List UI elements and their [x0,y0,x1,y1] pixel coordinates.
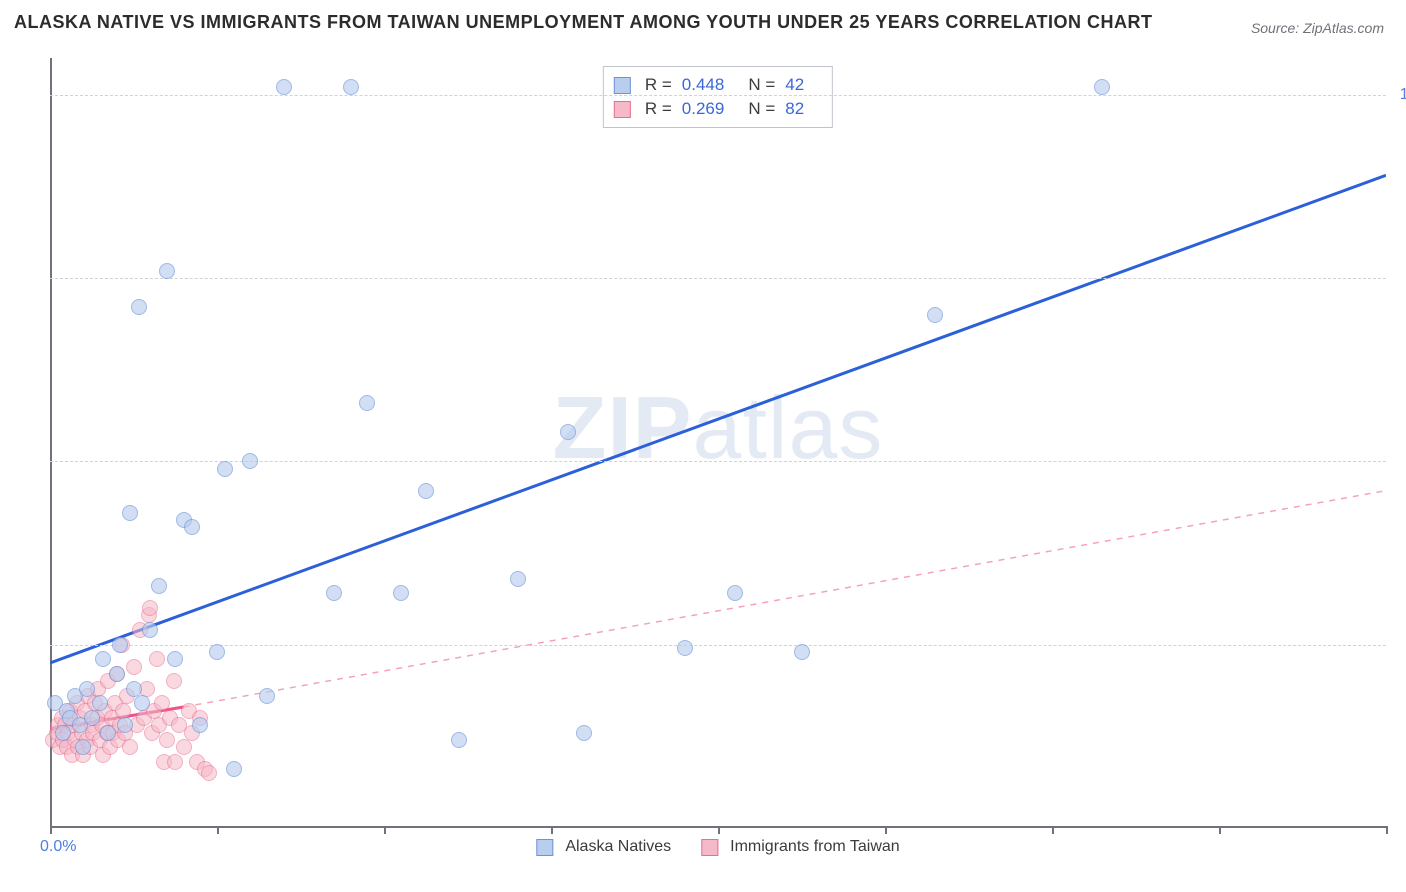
scatter-point [393,585,409,601]
scatter-point [84,710,100,726]
scatter-point [576,725,592,741]
scatter-point [217,461,233,477]
scatter-point [326,585,342,601]
x-tick [718,826,720,834]
scatter-point [122,505,138,521]
trend-line-taiwan-dash [184,491,1386,707]
legend-stats-row-a: R = 0.448 N = 42 [614,73,818,97]
bottom-legend: Alaska Natives Immigrants from Taiwan [536,838,899,856]
x-tick [384,826,386,834]
scatter-point [359,395,375,411]
scatter-point [677,640,693,656]
swatch-taiwan-icon [701,839,718,856]
scatter-point [276,79,292,95]
scatter-point [167,754,183,770]
scatter-point [92,695,108,711]
scatter-point [112,637,128,653]
scatter-point [510,571,526,587]
gridline [50,95,1386,96]
bottom-legend-item-a: Alaska Natives [536,838,671,856]
scatter-point [117,717,133,733]
scatter-point [75,739,91,755]
scatter-point [159,732,175,748]
gridline [50,645,1386,646]
trend-lines-svg [50,58,1386,828]
scatter-point [1094,79,1110,95]
swatch-taiwan-icon [614,101,631,118]
n-value-b: 82 [785,97,804,121]
x-tick [1219,826,1221,834]
r-value-a: 0.448 [682,73,725,97]
chart-title: ALASKA NATIVE VS IMMIGRANTS FROM TAIWAN … [14,12,1153,33]
scatter-point [343,79,359,95]
scatter-point [149,651,165,667]
scatter-point [560,424,576,440]
scatter-point [794,644,810,660]
bottom-legend-label-a: Alaska Natives [565,838,671,856]
x-axis-origin-label: 0.0% [40,838,76,856]
y-tick-label: 100.0% [1400,86,1406,104]
scatter-point [192,717,208,733]
y-axis-line [50,58,52,828]
watermark: ZIPatlas [553,377,884,479]
scatter-point [151,578,167,594]
x-tick [551,826,553,834]
scatter-point [115,703,131,719]
scatter-point [79,681,95,697]
scatter-point [109,666,125,682]
scatter-point [226,761,242,777]
scatter-point [154,695,170,711]
x-tick [885,826,887,834]
source-attribution: Source: ZipAtlas.com [1251,20,1384,36]
scatter-point [159,263,175,279]
scatter-point [184,519,200,535]
scatter-point [126,681,142,697]
x-tick [1386,826,1388,834]
x-tick [50,826,52,834]
scatter-point [142,600,158,616]
bottom-legend-item-b: Immigrants from Taiwan [701,838,900,856]
scatter-point [55,725,71,741]
swatch-alaska-icon [614,77,631,94]
scatter-point [209,644,225,660]
n-label: N = [748,73,775,97]
scatter-point [100,725,116,741]
scatter-point [727,585,743,601]
scatter-point [134,695,150,711]
scatter-point [927,307,943,323]
scatter-point [242,453,258,469]
scatter-point [131,299,147,315]
n-label: N = [748,97,775,121]
x-tick [217,826,219,834]
scatter-point [176,739,192,755]
r-label: R = [645,97,672,121]
scatter-point [166,673,182,689]
scatter-point [418,483,434,499]
plot-area: ZIPatlas R = 0.448 N = 42 R = 0.269 N = … [50,58,1386,828]
scatter-point [126,659,142,675]
scatter-point [167,651,183,667]
scatter-point [95,651,111,667]
r-value-b: 0.269 [682,97,725,121]
scatter-point [201,765,217,781]
bottom-legend-label-b: Immigrants from Taiwan [730,838,900,856]
scatter-point [259,688,275,704]
legend-stats-row-b: R = 0.269 N = 82 [614,97,818,121]
x-tick [1052,826,1054,834]
scatter-point [142,622,158,638]
swatch-alaska-icon [536,839,553,856]
r-label: R = [645,73,672,97]
scatter-point [451,732,467,748]
gridline [50,278,1386,279]
trend-line-alaska [50,175,1386,663]
scatter-point [122,739,138,755]
legend-stats-box: R = 0.448 N = 42 R = 0.269 N = 82 [603,66,833,128]
n-value-a: 42 [785,73,804,97]
